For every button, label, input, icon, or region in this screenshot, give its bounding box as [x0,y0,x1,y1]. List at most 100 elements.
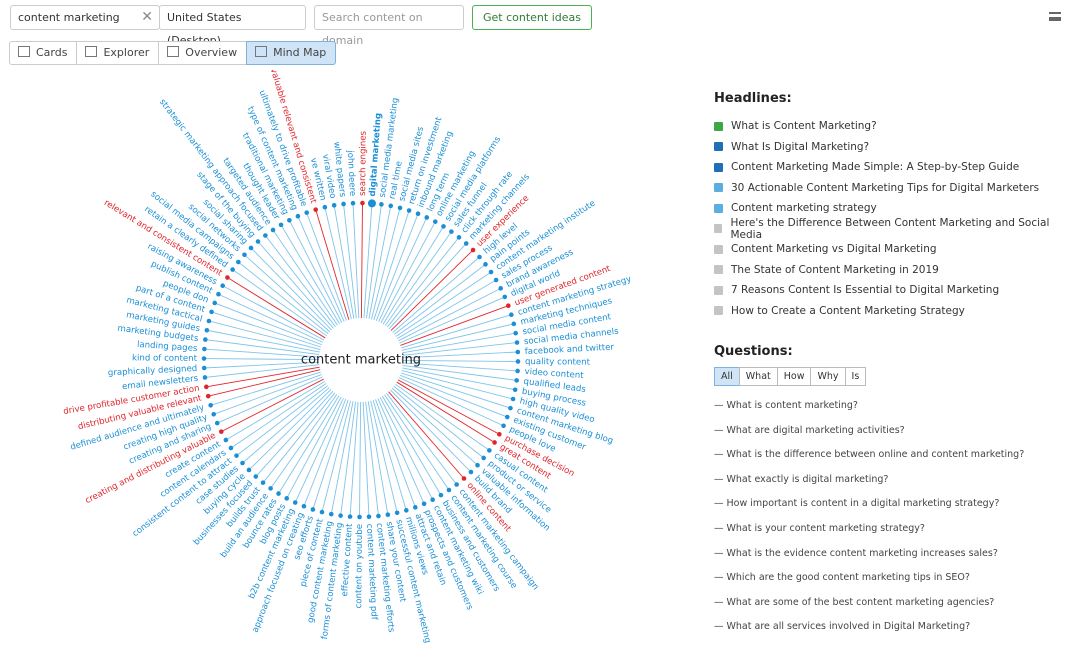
node-dot[interactable] [487,448,492,453]
node-dot[interactable] [488,269,494,275]
tab[interactable]: Mind Map [246,41,337,65]
node-label[interactable]: facebook and twitter [525,343,615,358]
headline[interactable]: 7 Reasons Content Is Essential to Digita… [714,280,1064,301]
node-dot[interactable] [360,200,365,206]
node-dot[interactable] [204,384,209,390]
node-label[interactable]: john deere [345,149,357,196]
node-label[interactable]: content on youtube [354,524,365,609]
node-dot[interactable] [509,312,514,318]
question[interactable]: — Which are the good content marketing t… [714,572,970,584]
node-dot[interactable] [211,411,216,417]
node-dot[interactable] [506,303,511,309]
node-dot[interactable] [260,480,266,485]
node-dot[interactable] [438,492,444,498]
node-label[interactable]: quality content [525,357,591,368]
tab[interactable]: Cards [9,41,78,65]
node-dot[interactable] [502,294,508,300]
node-dot[interactable] [234,453,239,458]
node-dot[interactable] [287,218,292,223]
headline[interactable]: 30 Actionable Content Marketing Tips for… [714,178,1064,199]
node-label[interactable]: landing pages [137,340,199,354]
node-dot[interactable] [357,514,362,520]
node-dot[interactable] [367,199,376,208]
node-dot[interactable] [432,219,438,224]
node-dot[interactable] [223,437,229,443]
node-dot[interactable] [347,514,353,519]
question[interactable]: — What are all services involved in Digi… [714,621,971,633]
node-dot[interactable] [253,474,259,479]
node-dot[interactable] [268,486,273,491]
node-dot[interactable] [202,346,207,352]
filter-button[interactable]: What [738,367,778,386]
node-dot[interactable] [446,487,452,493]
node-dot[interactable] [397,205,403,211]
node-dot[interactable] [513,330,518,336]
node-dot[interactable] [366,514,372,520]
node-dot[interactable] [204,327,210,333]
node-dot[interactable] [242,252,247,258]
node-dot[interactable] [240,460,245,466]
menu-icon[interactable] [1049,12,1061,21]
node-dot[interactable] [456,235,462,240]
node-dot[interactable] [201,365,207,371]
node-dot[interactable] [338,513,343,518]
node-dot[interactable] [497,431,502,437]
get-ideas-button[interactable]: Get content ideas [472,5,592,30]
node-dot[interactable] [385,512,391,517]
node-dot[interactable] [512,387,518,393]
clear-icon[interactable]: ✕ [141,9,153,25]
filter-button[interactable]: All [714,367,740,386]
node-dot[interactable] [515,368,520,374]
question[interactable]: — What are some of the best content mark… [714,596,995,608]
node-dot[interactable] [341,201,346,207]
headline[interactable]: The State of Content Marketing in 2019 [714,260,1064,281]
node-dot[interactable] [510,396,516,402]
headline[interactable]: How to Create a Content Marketing Strate… [714,301,1064,322]
question[interactable]: — How important is content in a digital … [714,498,1000,510]
node-dot[interactable] [301,503,307,509]
node-dot[interactable] [501,423,506,429]
filter-button[interactable]: How [776,367,812,386]
node-label[interactable]: kind of content [132,353,198,364]
headline[interactable]: Content marketing strategy [714,198,1064,219]
node-dot[interactable] [477,254,482,260]
node-dot[interactable] [508,405,513,411]
headline[interactable]: Here's the Difference Between Content Ma… [714,217,1064,241]
node-label[interactable]: content marketing pdf [364,524,379,621]
headline[interactable]: Content Marketing vs Digital Marketing [714,239,1064,260]
node-dot[interactable] [454,482,459,487]
question[interactable]: — What is the difference between online … [714,449,1025,461]
node-dot[interactable] [415,211,421,217]
node-dot[interactable] [328,511,334,517]
node-dot[interactable] [424,215,430,220]
node-label[interactable]: graphically designed [108,364,198,379]
node-dot[interactable] [203,337,208,342]
node-dot[interactable] [310,507,316,512]
node-dot[interactable] [270,227,276,233]
node-dot[interactable] [263,233,268,238]
node-label[interactable]: search engines [358,130,369,196]
node-dot[interactable] [449,229,454,234]
node-dot[interactable] [515,359,521,364]
node-dot[interactable] [202,375,208,380]
node-dot[interactable] [219,429,224,434]
region-select[interactable]: United States (Desktop)⌄ [159,5,306,47]
question[interactable]: — What is the evidence content marketing… [714,547,998,559]
node-dot[interactable] [483,262,488,267]
node-dot[interactable] [430,497,435,502]
node-dot[interactable] [331,203,337,208]
filter-button[interactable]: Why [810,367,846,386]
headline[interactable]: What Is Digital Marketing? [714,137,1064,158]
node-dot[interactable] [498,286,503,291]
node-dot[interactable] [481,455,486,461]
node-dot[interactable] [421,501,427,507]
node-dot[interactable] [412,505,418,510]
node-dot[interactable] [492,440,497,445]
node-dot[interactable] [209,309,214,315]
node-dot[interactable] [246,467,252,473]
node-dot[interactable] [248,245,254,251]
node-dot[interactable] [228,445,234,451]
node-dot[interactable] [295,213,301,219]
node-dot[interactable] [212,300,218,306]
node-dot[interactable] [278,222,284,228]
